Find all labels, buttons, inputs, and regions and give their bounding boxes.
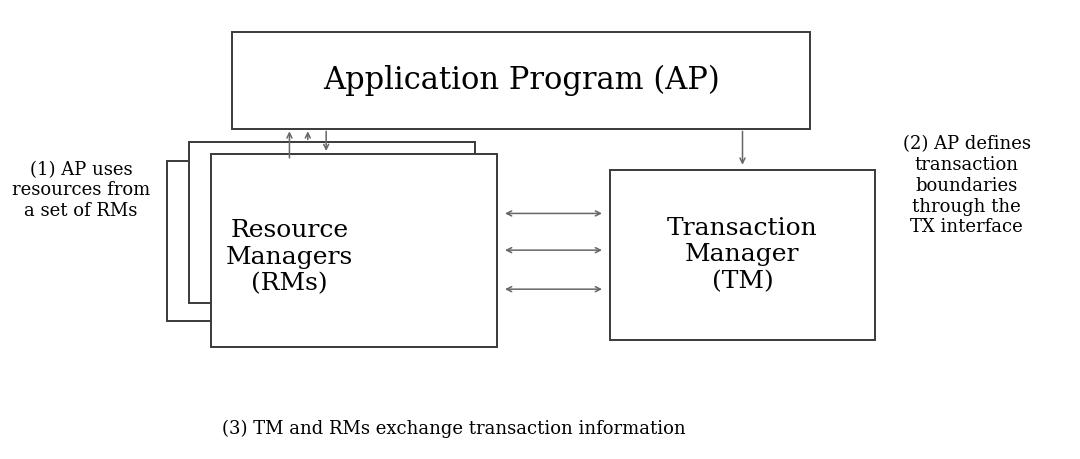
Bar <box>211 154 497 347</box>
Bar <box>610 170 875 340</box>
Text: (3) TM and RMs exchange transaction information: (3) TM and RMs exchange transaction info… <box>221 420 686 438</box>
Bar <box>232 32 810 129</box>
Text: Transaction
Manager
(TM): Transaction Manager (TM) <box>667 217 818 293</box>
Text: Application Program (AP): Application Program (AP) <box>323 65 719 96</box>
Bar <box>167 161 454 321</box>
Text: (1) AP uses
resources from
a set of RMs: (1) AP uses resources from a set of RMs <box>12 161 150 220</box>
Text: (2) AP defines
transaction
boundaries
through the
TX interface: (2) AP defines transaction boundaries th… <box>903 135 1030 236</box>
Bar <box>189 142 475 303</box>
Text: Resource
Managers
(RMs): Resource Managers (RMs) <box>226 219 353 295</box>
